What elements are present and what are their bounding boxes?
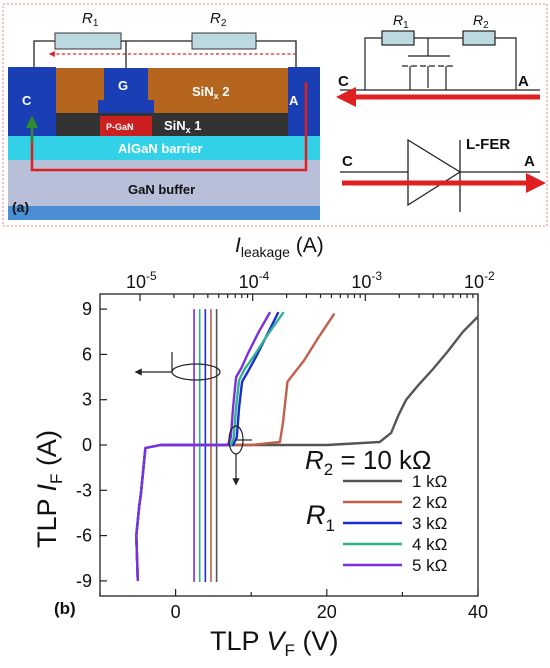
sinx2-layer [56,68,288,113]
legend-title: R2 = 10 kΩ [305,445,431,479]
legend-entry-label: 1 kΩ [412,472,447,491]
y-tick-label: -6 [76,526,92,546]
y-tick-label: -9 [76,571,92,591]
r2-resistor [191,32,257,50]
gate-electrode-bottom [98,100,154,113]
y-tick-label: 3 [82,390,92,410]
anode-label: A [289,93,299,108]
x-tick-label: 40 [468,602,488,622]
top-tick-label: 10-5 [126,269,157,292]
diode-c-label: C [342,153,353,170]
device-cross-section: R1 R2 C A G SiNx 2 SiNx 1 P-GaN AlGaN ba… [8,10,320,220]
top-tick-label: 10-4 [239,269,270,292]
current-path [30,82,308,172]
circuit-r1 [381,30,415,46]
sinx2-label: SiNx 2 [192,84,230,101]
leakage-ellipse [171,363,221,381]
legend: R2 = 10 kΩ R1 1 kΩ 2 kΩ 3 kΩ 4 kΩ 5 kΩ [305,445,447,575]
panel-b-chart: Ileakage (A) 10-5 10-4 10-3 10-2 9 6 3 0 -3 -6 -9… [32,234,495,660]
gan-buffer-layer [8,160,320,206]
circuit-a-label: A [518,73,529,90]
x-tick-label: 0 [171,602,181,622]
y-tick-label: 0 [82,435,92,455]
pgan-layer [100,116,152,136]
top-tick-labels: 10-5 10-4 10-3 10-2 [126,269,495,292]
y-axis-label: TLP IF (A) [32,430,66,548]
equivalent-circuit: R1 R2 C A [338,12,540,91]
diode-a-label: A [524,153,535,170]
circuit-wire [495,37,517,90]
r1-resistor [54,32,122,50]
axis-ticks [99,294,479,596]
x-axis-label: TLP VF (V) [210,626,338,660]
algan-label: AlGaN barrier [118,141,203,156]
algan-barrier-layer [8,136,320,160]
legend-entry-label: 4 kΩ [412,535,447,554]
sinx1-label: SiNx 1 [164,118,202,135]
y-tick-labels: 9 6 3 0 -3 -6 -9 [76,299,92,591]
gan-label: GaN buffer [128,182,195,197]
circuit-r1-label: R1 [393,12,409,31]
top-axis-label: Ileakage (A) [235,234,324,260]
legend-entry-label: 2 kΩ [412,493,447,512]
legend-entry-label: 3 kΩ [412,514,447,533]
x-tick-label: 20 [317,602,337,622]
r2-label: R2 [210,10,227,29]
gate-electrode-top [104,68,148,100]
legend-entry-label: 5 kΩ [412,556,447,575]
gate-label: G [118,78,128,93]
annotations [134,352,252,486]
r1-label: R1 [82,10,99,29]
lfer-diode: L-FER C A [340,136,540,212]
device-wire [33,40,55,67]
top-tick-label: 10-2 [464,269,495,292]
diode-triangle [407,138,462,207]
legend-group-label: R1 [306,500,335,535]
series-line-5 [135,311,272,581]
panel-a: R1 R2 C A G SiNx 2 SiNx 1 P-GaN AlGaN ba… [2,3,548,227]
diode-name-label: L-FER [466,136,510,153]
circuit-c-label: C [338,73,349,90]
top-tick-label: 10-3 [351,269,382,292]
panel-b-label: (b) [54,599,76,618]
y-tick-label: -3 [76,480,92,500]
cathode-label: C [22,93,32,108]
panel-a-label: (a) [12,199,29,215]
device-wire [256,40,297,67]
anode-electrode [288,67,320,136]
y-tick-label: 6 [82,344,92,364]
circuit-r2-label: R2 [473,12,489,31]
series-lines [135,311,479,581]
circuit-wire [364,37,382,90]
circuit-r2 [462,30,496,46]
y-tick-label: 9 [82,299,92,319]
pgan-label: P-GaN [106,122,134,132]
substrate-layer [8,205,320,220]
panel-a-frame [2,3,548,227]
x-tick-labels: 0 20 40 [171,602,488,622]
